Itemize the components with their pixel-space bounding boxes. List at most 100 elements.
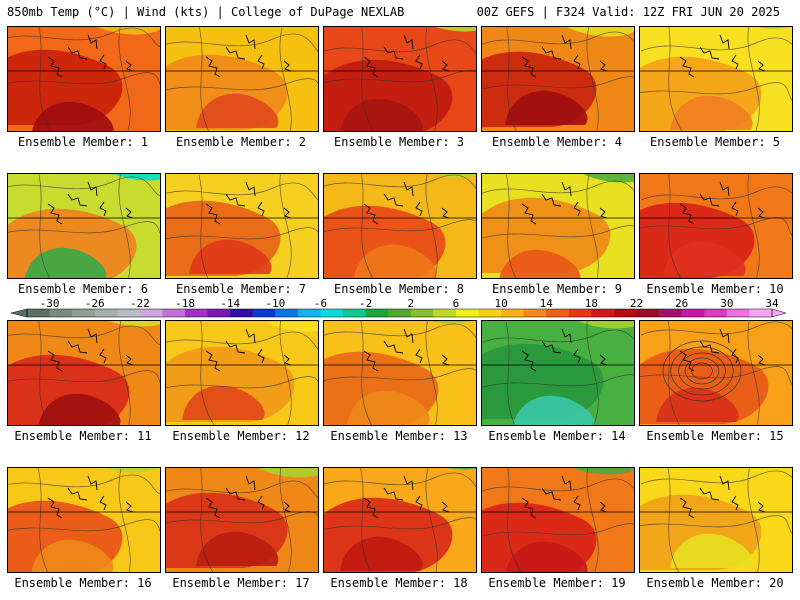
height-contour xyxy=(668,174,682,278)
height-contour xyxy=(324,323,476,339)
height-contour xyxy=(37,468,48,572)
height-contour xyxy=(324,472,476,488)
height-contour xyxy=(279,27,292,131)
colorbar-swatch xyxy=(162,309,186,317)
temperature-anomaly-region xyxy=(432,174,476,178)
temperature-field xyxy=(166,321,318,425)
height-contour xyxy=(506,27,518,131)
height-contour xyxy=(640,37,792,52)
temperature-anomaly-region xyxy=(32,101,114,131)
height-contour xyxy=(640,82,792,101)
height-contour xyxy=(8,72,160,85)
temperature-anomaly-region xyxy=(567,27,634,37)
height-contour xyxy=(667,468,680,572)
height-contour xyxy=(482,225,634,239)
height-contour xyxy=(425,174,438,278)
temperature-anomaly-region xyxy=(670,95,753,130)
ensemble-member-map-15 xyxy=(639,320,793,426)
colorbar-swatch xyxy=(365,309,389,317)
ensemble-member-label: Ensemble Member: 7 xyxy=(175,282,307,296)
colorbar-tick-label: -30 xyxy=(40,297,60,310)
coastline xyxy=(47,34,134,78)
colorbar-swatch xyxy=(94,309,118,317)
height-contour xyxy=(118,321,131,425)
height-contour xyxy=(482,180,634,194)
ensemble-member-label: Ensemble Member: 2 xyxy=(175,135,307,149)
ensemble-member-map-11 xyxy=(7,320,161,426)
temperature-field xyxy=(482,27,634,131)
height-contour xyxy=(640,217,792,236)
temperature-anomaly-region xyxy=(578,321,634,329)
coastline xyxy=(47,181,134,225)
coastline xyxy=(205,328,292,372)
ensemble-member-map-5 xyxy=(639,26,793,132)
ensemble-member-label: Ensemble Member: 20 xyxy=(646,576,784,590)
height-contour xyxy=(640,515,792,534)
height-contour xyxy=(586,321,599,425)
colorbar-tick-label: -22 xyxy=(130,297,150,310)
height-contour xyxy=(166,78,318,91)
ensemble-member-label: Ensemble Member: 9 xyxy=(491,282,623,296)
height-contour xyxy=(324,70,476,83)
temperature-anomaly-region xyxy=(97,27,160,35)
ensemble-member-label: Ensemble Member: 5 xyxy=(649,135,781,149)
colorbar-tick-label: -2 xyxy=(359,297,372,310)
temperature-anomaly-region xyxy=(196,531,279,566)
height-contour xyxy=(166,33,318,52)
colorbar-swatch xyxy=(185,309,209,317)
height-contour xyxy=(747,321,760,425)
height-contour xyxy=(324,219,476,232)
temperature-field xyxy=(8,174,160,278)
coastline xyxy=(205,34,292,78)
colorbar-swatch xyxy=(343,309,367,317)
ensemble-member-label: Ensemble Member: 12 xyxy=(172,429,310,443)
ensemble-member-map-2 xyxy=(165,26,319,132)
coastline xyxy=(205,181,292,225)
colorbar-tick-label: 30 xyxy=(720,297,733,310)
height-contour xyxy=(279,174,292,278)
coastline xyxy=(521,328,608,372)
height-contour xyxy=(482,31,634,45)
ensemble-member-label: Ensemble Member: 17 xyxy=(172,576,310,590)
temperature-anomaly-region xyxy=(8,49,123,125)
colorbar-high-arrow xyxy=(771,308,787,318)
colorbar-tick-label: -18 xyxy=(175,297,195,310)
height-contour xyxy=(279,321,292,425)
height-contour xyxy=(425,27,438,131)
height-contour xyxy=(8,519,160,532)
height-contour xyxy=(8,325,160,345)
cyclone-contour xyxy=(670,346,734,396)
temperature-field xyxy=(482,321,634,425)
height-contour xyxy=(425,321,438,425)
height-contour xyxy=(200,468,214,572)
ensemble-member-map-4 xyxy=(481,26,635,132)
colorbar-swatch xyxy=(275,309,299,317)
height-contour xyxy=(8,176,160,196)
cyclone-contour xyxy=(684,357,720,385)
coastline xyxy=(679,475,766,519)
colorbar-swatch xyxy=(72,309,96,317)
coastline xyxy=(521,34,608,78)
ensemble-member-label: Ensemble Member: 4 xyxy=(491,135,623,149)
height-contour xyxy=(640,321,792,336)
ensemble-member-label: Ensemble Member: 18 xyxy=(330,576,468,590)
height-contour xyxy=(640,470,792,485)
height-contour xyxy=(118,174,131,278)
height-contour xyxy=(324,174,476,190)
colorbar-outline xyxy=(26,308,773,318)
height-contour xyxy=(360,468,372,572)
colorbar-swatch xyxy=(49,309,73,317)
temperature-field xyxy=(482,468,634,572)
height-contour xyxy=(8,474,160,494)
temperature-field xyxy=(166,174,318,278)
colorbar-tick-label: 18 xyxy=(585,297,598,310)
temperature-anomaly-region xyxy=(109,321,160,327)
temperature-anomaly-region xyxy=(258,468,318,478)
temperature-anomaly-region xyxy=(505,541,588,572)
temperature-anomaly-region xyxy=(38,393,121,425)
colorbar-swatch xyxy=(523,309,547,317)
height-contour xyxy=(482,329,634,343)
height-contour xyxy=(505,321,516,425)
height-contour xyxy=(118,468,131,572)
ensemble-member-map-17 xyxy=(165,467,319,573)
